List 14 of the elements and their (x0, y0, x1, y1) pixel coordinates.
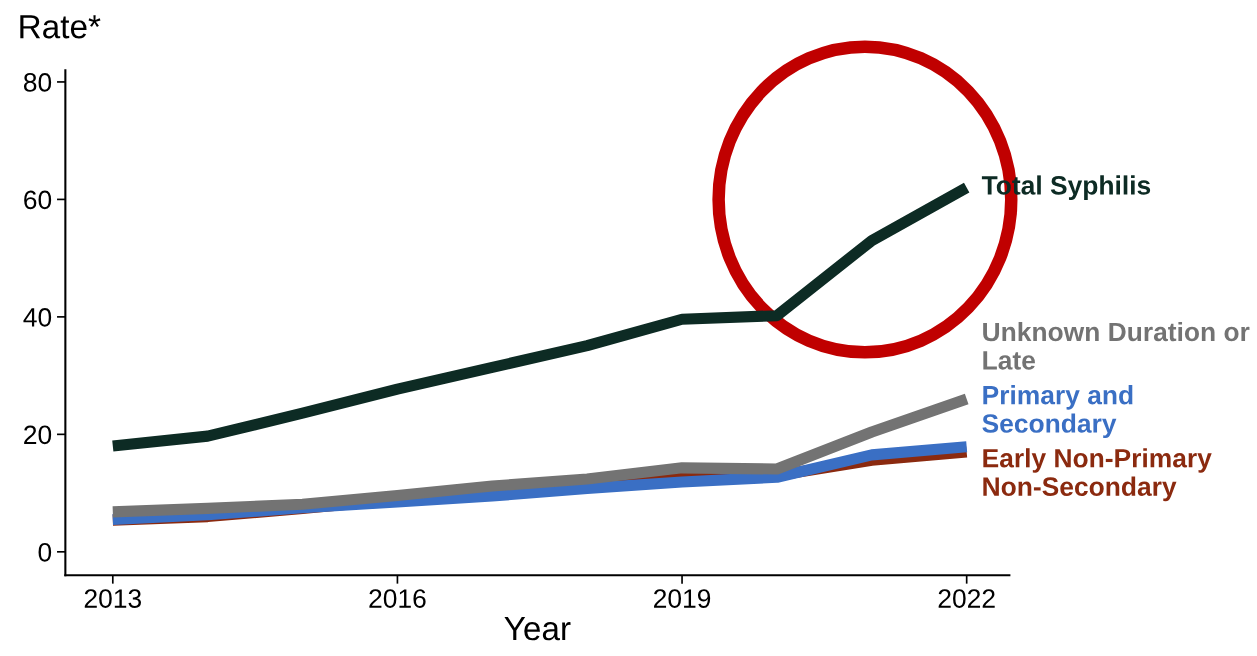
series-label: Unknown Duration or Late (983, 321, 1250, 370)
x-tick-label: 2019 (654, 589, 711, 608)
x-tick-label: 2022 (938, 589, 995, 608)
y-tick-label: 0 (38, 542, 52, 562)
y-axis-title: Rate* (20, 15, 101, 39)
y-tick-label: 60 (24, 190, 52, 210)
y-tick-label: 80 (23, 73, 52, 92)
series-label: Primary and Secondary (982, 385, 1133, 439)
x-tick-label: 2016 (369, 589, 426, 608)
series-label: Early Non-Primary Non-Secondary (983, 448, 1212, 502)
y-tick-label: 40 (23, 308, 52, 327)
x-axis-title: Year (504, 617, 571, 641)
x-tick-label: 2013 (84, 589, 141, 608)
y-tick-label: 20 (24, 425, 52, 445)
